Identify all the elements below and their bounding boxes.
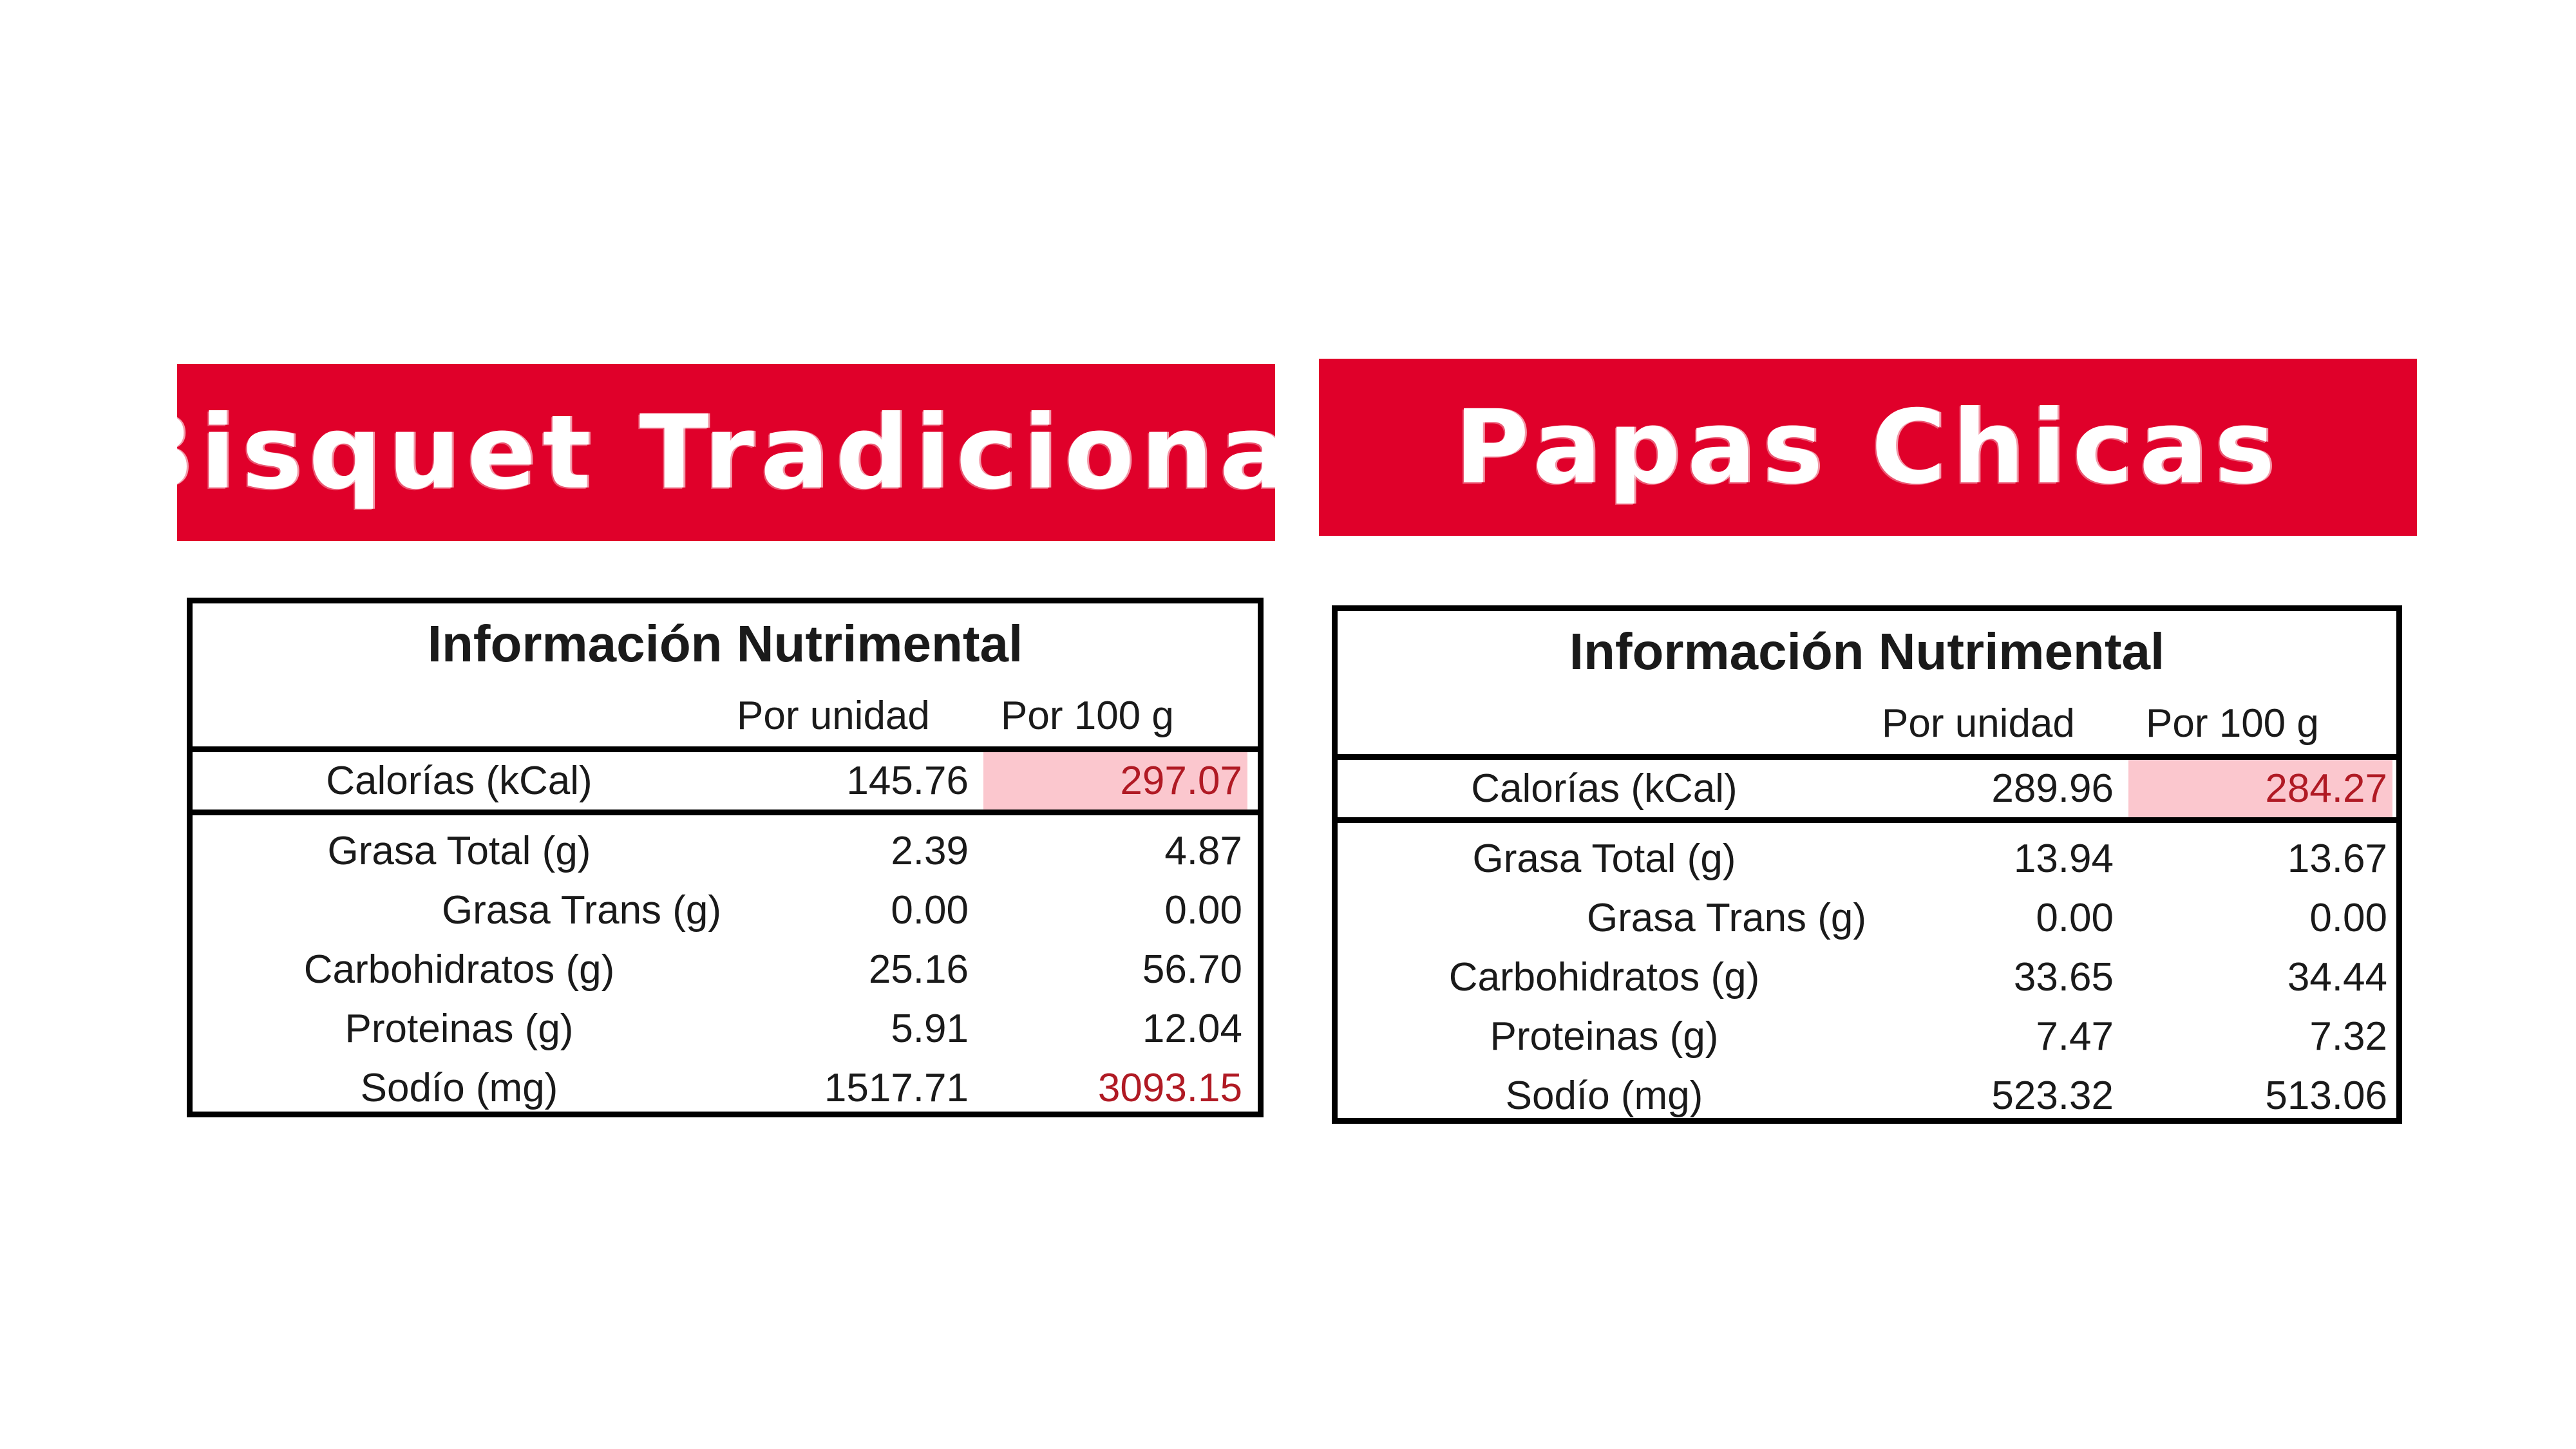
value-per-100g-highlighted: 297.07	[983, 752, 1247, 810]
value-per-unit: 0.00	[891, 888, 969, 933]
value-per-unit: 289.96	[1991, 766, 2114, 811]
value-per-100g: 513.06	[2265, 1074, 2387, 1118]
row-label: Calorías (kCal)	[326, 759, 592, 803]
table-row: Proteinas (g) 5.91 12.04	[193, 1000, 1258, 1058]
column-header-per-100g: Por 100 g	[2146, 701, 2319, 746]
table-row: Proteinas (g) 7.47 7.32	[1338, 1008, 2396, 1066]
value-per-unit: 13.94	[2013, 837, 2114, 881]
value-per-100g: 0.00	[1164, 888, 1242, 933]
row-label: Carbohidratos (g)	[303, 947, 615, 992]
value-per-unit: 2.39	[891, 829, 969, 873]
row-label: Proteinas (g)	[345, 1007, 574, 1051]
value-per-unit: 5.91	[891, 1007, 969, 1051]
value-per-100g: 13.67	[2287, 837, 2387, 881]
row-label: Grasa Total (g)	[327, 829, 591, 873]
calories-row: Calorías (kCal) 145.76 297.07	[193, 752, 1258, 810]
nutrition-table-title: Información Nutrimental	[1569, 623, 2165, 680]
value-per-unit: 1517.71	[824, 1066, 969, 1110]
value-per-100g: 12.04	[1142, 1007, 1242, 1051]
divider	[1338, 754, 2396, 760]
table-row: Grasa Trans (g) 0.00 0.00	[1338, 889, 2396, 947]
value-per-unit: 25.16	[868, 947, 969, 992]
value-per-100g: 0.00	[2309, 896, 2387, 940]
table-row: Grasa Total (g) 13.94 13.67	[1338, 830, 2396, 888]
row-label: Carbohidratos (g)	[1448, 955, 1760, 999]
value-per-unit: 0.00	[2036, 896, 2114, 940]
product-banner-bisquet: Bisquet Tradicional	[117, 364, 1329, 541]
value-per-100g-warning: 3093.15	[1097, 1066, 1242, 1110]
divider	[193, 810, 1258, 815]
nutrition-table-title: Información Nutrimental	[427, 615, 1023, 672]
row-label: Grasa Trans (g)	[441, 888, 722, 933]
value-per-100g-highlighted: 284.27	[2128, 760, 2392, 817]
column-header-per-unit: Por unidad	[737, 694, 930, 738]
product-banner-papas: Papas Chicas	[1319, 359, 2417, 536]
row-label: Sodío (mg)	[1505, 1074, 1703, 1118]
nutrition-table-bisquet: Información Nutrimental Por unidad Por 1…	[187, 598, 1264, 1117]
nutrition-table-papas: Información Nutrimental Por unidad Por 1…	[1332, 605, 2402, 1124]
divider	[193, 746, 1258, 752]
column-header-per-unit: Por unidad	[1882, 701, 2075, 746]
value-per-100g: 4.87	[1164, 829, 1242, 873]
value-per-100g: 56.70	[1142, 947, 1242, 992]
table-row: Grasa Trans (g) 0.00 0.00	[193, 882, 1258, 940]
row-label: Calorías (kCal)	[1471, 766, 1738, 811]
value-per-100g: 7.32	[2309, 1014, 2387, 1059]
product-banner-title: Bisquet Tradicional	[116, 393, 1336, 512]
value-per-100g: 34.44	[2287, 955, 2387, 999]
table-row: Carbohidratos (g) 25.16 56.70	[193, 941, 1258, 999]
table-row: Grasa Total (g) 2.39 4.87	[193, 822, 1258, 880]
row-label: Grasa Trans (g)	[1586, 896, 1867, 940]
column-header-per-100g: Por 100 g	[1001, 694, 1174, 738]
value-per-unit: 145.76	[846, 759, 969, 803]
row-label: Sodío (mg)	[360, 1066, 558, 1110]
divider	[1338, 817, 2396, 823]
value-per-unit: 7.47	[2036, 1014, 2114, 1059]
product-banner-title: Papas Chicas	[1454, 388, 2282, 507]
table-row: Sodío (mg) 523.32 513.06	[1338, 1067, 2396, 1125]
table-row: Sodío (mg) 1517.71 3093.15	[193, 1059, 1258, 1117]
table-row: Carbohidratos (g) 33.65 34.44	[1338, 949, 2396, 1007]
calories-row: Calorías (kCal) 289.96 284.27	[1338, 760, 2396, 817]
row-label: Grasa Total (g)	[1472, 837, 1736, 881]
row-label: Proteinas (g)	[1490, 1014, 1719, 1059]
value-per-unit: 523.32	[1991, 1074, 2114, 1118]
value-per-unit: 33.65	[2013, 955, 2114, 999]
